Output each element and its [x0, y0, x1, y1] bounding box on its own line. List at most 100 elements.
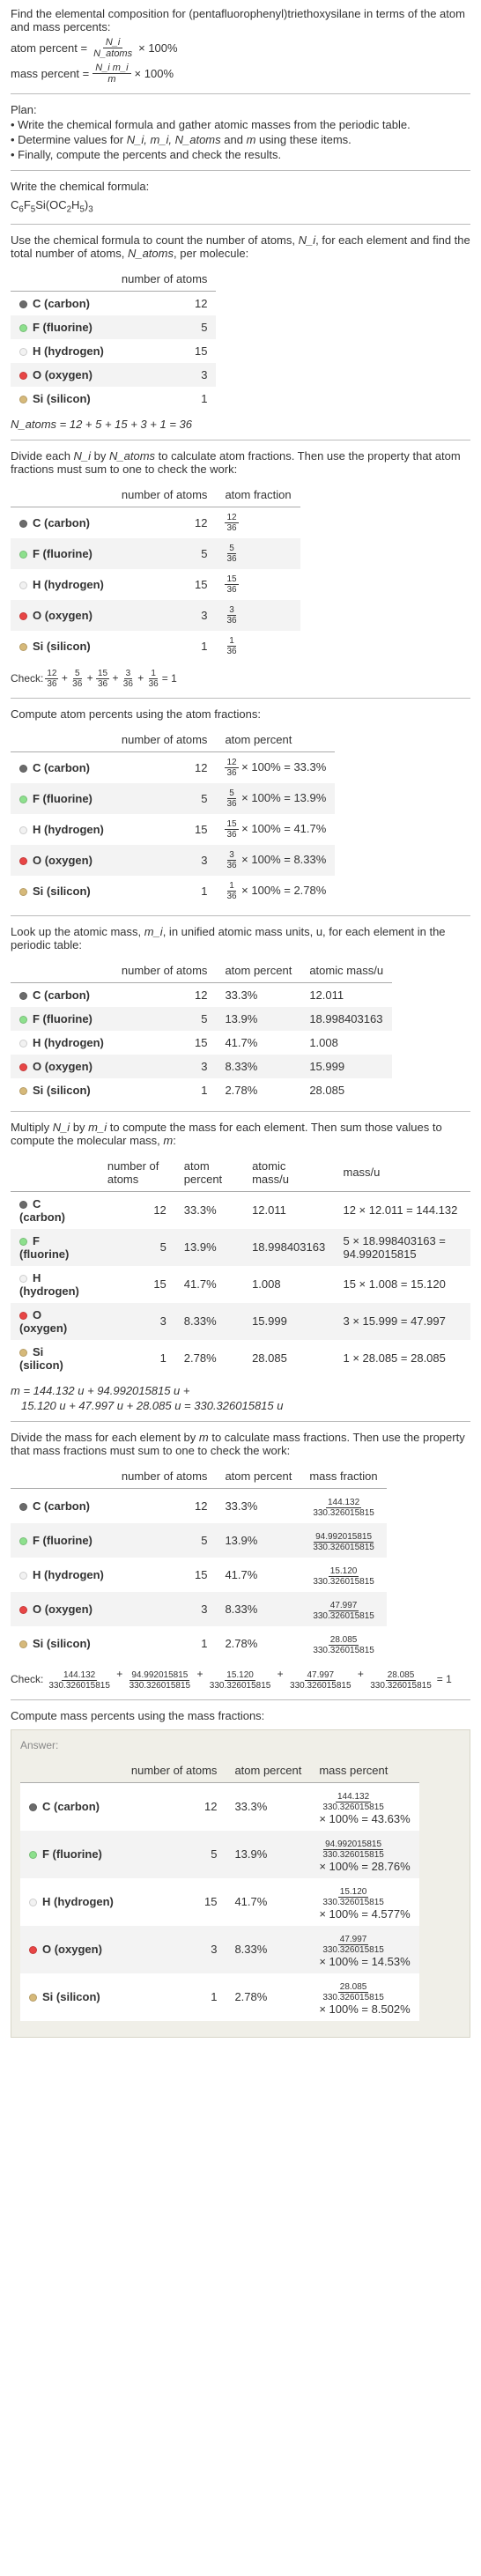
- element-cell: H (hydrogen): [20, 1878, 122, 1926]
- fraction: 47.997330.326015815: [321, 1935, 386, 1955]
- chem-formula-label: Write the chemical formula:: [11, 180, 470, 193]
- element-dot: [19, 612, 27, 620]
- table-row: H (hydrogen)151536 × 100% = 41.7%: [11, 814, 335, 845]
- m-equation-line1: m = 144.132 u + 94.992015815 u +: [11, 1384, 470, 1397]
- col-header: atomic mass/u: [300, 959, 392, 983]
- fraction: 536: [225, 544, 238, 564]
- divider: [11, 170, 470, 171]
- fraction: 28.085330.326015815: [368, 1670, 433, 1691]
- element-dot: [19, 551, 27, 559]
- atom-fractions-section: Divide each N_i by N_atoms to calculate …: [11, 449, 470, 689]
- atom-fractions-table: number of atoms atom fraction C (carbon)…: [11, 483, 300, 662]
- fraction: 28.085330.326015815: [321, 1982, 386, 2002]
- table-row: O (oxygen)3336 × 100% = 8.33%: [11, 845, 335, 876]
- fraction: 1236: [225, 513, 238, 533]
- table-row: H (hydrogen)1541.7%15.120330.326015815: [11, 1558, 387, 1592]
- table-row: C (carbon)121236 × 100% = 33.3%: [11, 751, 335, 783]
- element-name: C (carbon): [19, 1197, 65, 1224]
- element-name: C (carbon): [33, 761, 90, 774]
- element-cell: C (carbon): [20, 1782, 122, 1831]
- plan-title: Plan:: [11, 103, 470, 116]
- element-cell: F (fluorine): [11, 538, 113, 569]
- element-name: H (hydrogen): [33, 578, 104, 591]
- table-row: O (oxygen)38.33%15.999: [11, 1055, 392, 1078]
- check-line: Check: 144.132330.326015815 + 94.9920158…: [11, 1668, 470, 1691]
- fraction: 28.085330.326015815: [311, 1635, 376, 1655]
- fraction: 1236: [225, 758, 238, 778]
- table-row: C (carbon)121236: [11, 507, 300, 538]
- fraction: 94.992015815330.326015815: [321, 1839, 386, 1860]
- element-cell: Si (silicon): [11, 1340, 99, 1377]
- element-name: F (fluorine): [19, 1234, 69, 1261]
- element-cell: C (carbon): [11, 291, 113, 315]
- element-dot: [19, 765, 27, 773]
- table-row: O (oxygen)38.33%47.997330.326015815× 100…: [20, 1926, 419, 1973]
- element-name: O (oxygen): [33, 1060, 92, 1073]
- divide-text: Divide each N_i by N_atoms to calculate …: [11, 449, 470, 476]
- table-row: F (fluorine)5536 × 100% = 13.9%: [11, 783, 335, 814]
- element-dot: [19, 1238, 27, 1246]
- element-name: Si (silicon): [33, 640, 91, 653]
- times-label: × 100%: [138, 41, 177, 55]
- frac-num: N_i m_i: [92, 63, 130, 74]
- element-cell: C (carbon): [11, 507, 113, 538]
- element-cell: Si (silicon): [20, 1973, 122, 2021]
- divider: [11, 1699, 470, 1700]
- element-dot: [29, 1803, 37, 1811]
- element-name: F (fluorine): [33, 1534, 92, 1547]
- element-cell: H (hydrogen): [11, 1031, 113, 1055]
- atom-percents-table: number of atoms atom percent C (carbon)1…: [11, 728, 335, 907]
- table-row: H (hydrogen)151536: [11, 569, 300, 600]
- element-dot: [19, 643, 27, 651]
- table-row: O (oxygen)3336: [11, 600, 300, 631]
- chem-formula: C6F5Si(OC2H5)3: [11, 198, 470, 215]
- mass-percent-frac: N_i m_i m: [92, 63, 130, 85]
- frac-den: N_atoms: [91, 48, 135, 59]
- answer-box: Answer: number of atoms atom percent mas…: [11, 1729, 470, 2038]
- divider: [11, 1111, 470, 1112]
- table-row: C (carbon)1233.3%144.132330.326015815× 1…: [20, 1782, 419, 1831]
- fraction: 15.120330.326015815: [208, 1670, 273, 1691]
- element-name: O (oxygen): [33, 368, 92, 381]
- fraction: 336: [225, 605, 238, 625]
- table-row: C (carbon)12: [11, 291, 216, 315]
- atom-percents-section: Compute atom percents using the atom fra…: [11, 707, 470, 907]
- element-cell: F (fluorine): [20, 1831, 122, 1878]
- fraction: 336: [122, 669, 135, 689]
- col-header: mass fraction: [300, 1464, 387, 1489]
- element-name: F (fluorine): [33, 1012, 92, 1025]
- element-cell: O (oxygen): [11, 600, 113, 631]
- mass-table: number of atoms atom percent atomic mass…: [11, 1154, 470, 1377]
- element-cell: O (oxygen): [11, 1055, 113, 1078]
- element-name: H (hydrogen): [33, 344, 104, 358]
- table-row: F (fluorine)5536: [11, 538, 300, 569]
- n-cell: 3: [113, 363, 217, 387]
- atom-percent-formula: atom percent = N_i N_atoms × 100%: [11, 37, 470, 59]
- col-header: atomic mass/u: [243, 1154, 334, 1192]
- frac-den: m: [105, 74, 118, 85]
- table-row: O (oxygen)38.33%47.997330.326015815: [11, 1592, 387, 1626]
- element-dot: [29, 1851, 37, 1859]
- element-name: Si (silicon): [19, 1345, 63, 1372]
- col-header: atom percent: [216, 1464, 300, 1489]
- plan-item: • Finally, compute the percents and chec…: [11, 148, 470, 161]
- element-cell: C (carbon): [11, 1191, 99, 1229]
- fraction: 15.120330.326015815: [321, 1887, 386, 1907]
- divider: [11, 915, 470, 916]
- element-dot: [19, 396, 27, 403]
- element-cell: H (hydrogen): [11, 569, 113, 600]
- section-intro: Compute atom percents using the atom fra…: [11, 707, 470, 721]
- fraction: 94.992015815330.326015815: [128, 1670, 193, 1691]
- mass-fractions-table: number of atoms atom percent mass fracti…: [11, 1464, 387, 1661]
- element-dot: [19, 796, 27, 803]
- element-cell: F (fluorine): [11, 1007, 113, 1031]
- table-row: F (fluorine)5: [11, 315, 216, 339]
- element-dot: [19, 372, 27, 380]
- element-name: F (fluorine): [42, 1847, 102, 1861]
- element-dot: [19, 857, 27, 865]
- element-cell: F (fluorine): [11, 315, 113, 339]
- table-row: Si (silicon)12.78%28.085330.326015815× 1…: [20, 1973, 419, 2021]
- atomic-mass-section: Look up the atomic mass, m_i, in unified…: [11, 925, 470, 1102]
- fraction: 136: [225, 881, 238, 901]
- col-header: atom fraction: [216, 483, 300, 507]
